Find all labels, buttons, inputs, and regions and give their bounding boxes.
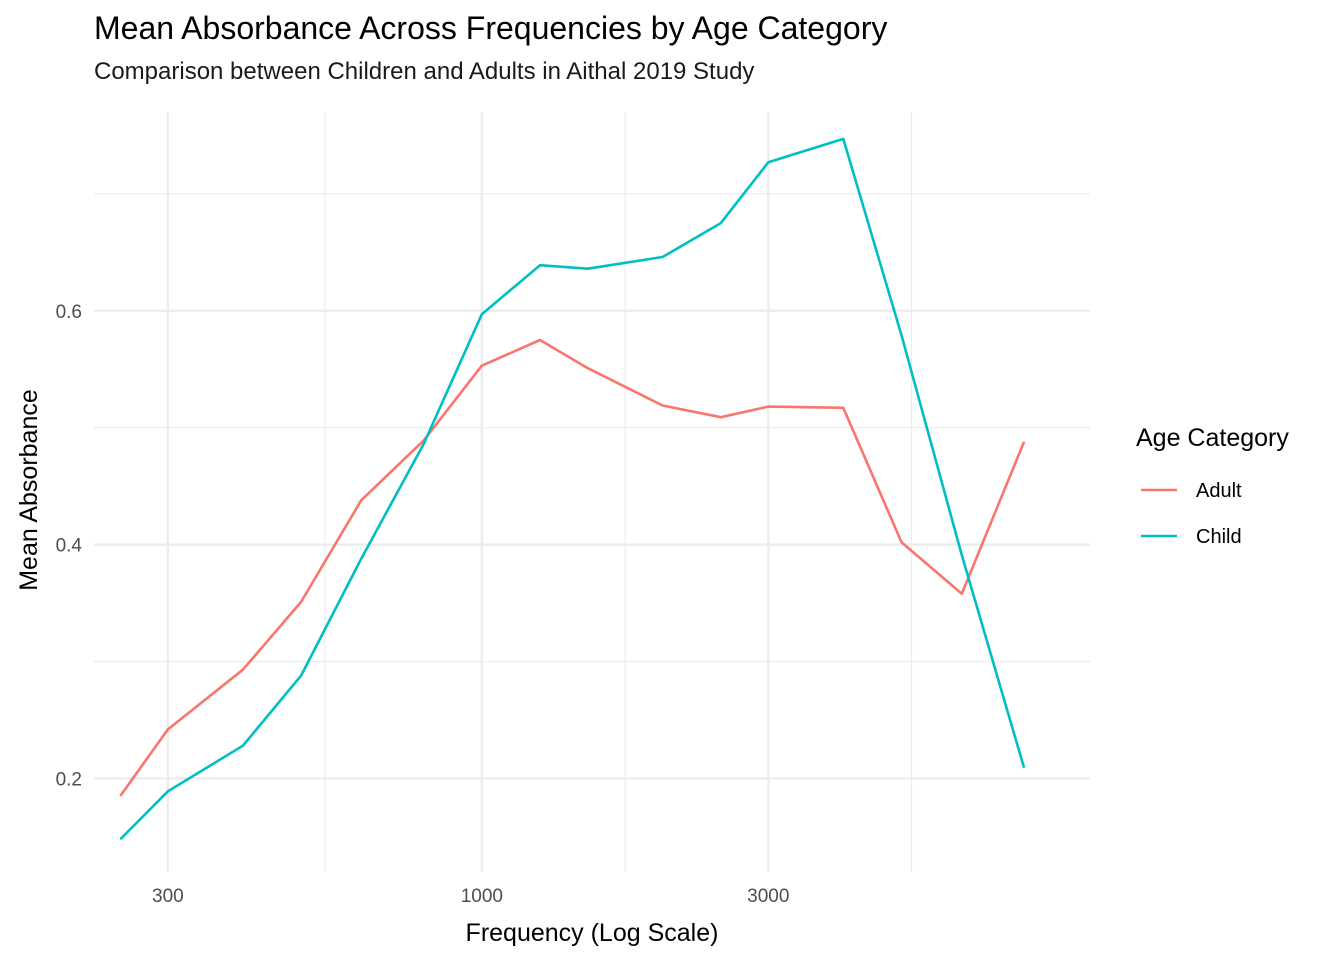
series-line-adult bbox=[119, 338, 1026, 797]
legend: Age Category Adult Child bbox=[1136, 424, 1289, 548]
legend-label-adult: Adult bbox=[1196, 480, 1242, 502]
y-tick-label: 0.4 bbox=[56, 536, 83, 557]
y-axis-title: Mean Absorbance bbox=[15, 389, 43, 591]
series-line-child bbox=[119, 137, 1026, 841]
x-tick-label: 3000 bbox=[747, 886, 789, 907]
x-tick-label: 300 bbox=[152, 886, 184, 907]
series-lines bbox=[119, 137, 1026, 841]
x-axis-title: Frequency (Log Scale) bbox=[466, 919, 719, 947]
y-axis-ticks: 0.2 0.4 0.6 bbox=[56, 302, 83, 791]
x-tick-label: 1000 bbox=[461, 886, 503, 907]
chart-subtitle: Comparison between Children and Adults i… bbox=[94, 58, 755, 85]
legend-label-child: Child bbox=[1196, 526, 1242, 548]
chart-title: Mean Absorbance Across Frequencies by Ag… bbox=[94, 10, 888, 46]
minor-gridlines bbox=[94, 112, 1090, 872]
y-tick-label: 0.2 bbox=[56, 769, 82, 790]
major-gridlines bbox=[94, 112, 1090, 872]
legend-title: Age Category bbox=[1136, 424, 1289, 452]
y-tick-label: 0.6 bbox=[56, 302, 82, 323]
x-axis-ticks: 300 1000 3000 bbox=[152, 886, 789, 907]
